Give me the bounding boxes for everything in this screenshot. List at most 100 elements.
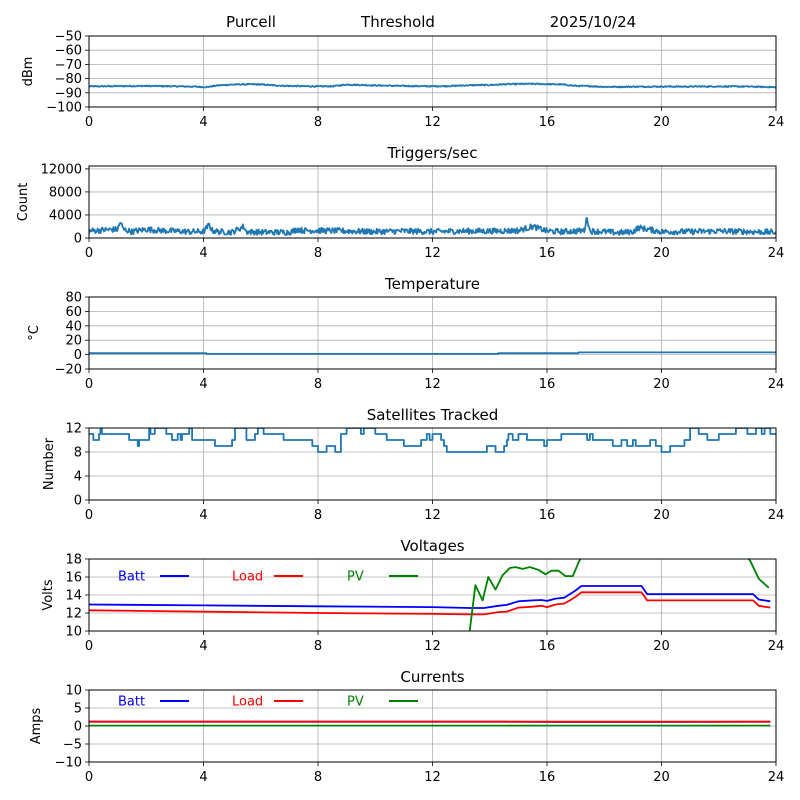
y-tick-label: 4 [74,470,82,485]
y-tick-label: 16 [65,571,82,586]
y-axis-label: Amps [29,707,44,744]
y-tick-label: 18 [65,553,82,568]
x-tick-label: 16 [539,508,556,523]
x-tick-label: 0 [85,639,93,654]
axes-frame [88,296,777,370]
series-line-triggers [89,217,776,236]
y-axis-label: Number [42,437,57,490]
series-line-signal [89,82,776,89]
chart-currents: Currents Amps 0 4 8 12 16 20 24 −10 −5 0 5 10 Batt Load… [29,668,784,785]
legend-label-load: Load [232,570,263,585]
y-axis-label: °C [27,325,42,341]
x-tick-label: 12 [424,508,441,523]
y-tick-label: −50 [55,30,82,45]
y-axis-label: Count [16,183,31,222]
x-tick-label: 12 [424,377,441,392]
y-axis-label: dBm [21,57,36,87]
x-tick-label: 20 [653,508,670,523]
x-tick-label: 12 [424,115,441,130]
x-tick-label: 8 [314,377,322,392]
y-tick-label: 8000 [49,185,82,200]
x-tick-label: 12 [424,639,441,654]
x-tick-label: 20 [653,377,670,392]
chart-title: Triggers/sec [387,144,478,162]
x-tick-label: 4 [199,770,207,785]
x-tick-label: 24 [768,639,785,654]
chart-title: Satellites Tracked [367,406,498,424]
y-tick-label: 60 [65,305,82,320]
x-tick-label: 0 [85,770,93,785]
chart-satellites: Satellites Tracked Number 0 4 8 12 16 20 24 0 4 8 12 [42,406,784,523]
chart-title: Temperature [384,275,480,293]
x-tick-label: 4 [199,115,207,130]
axes-frame [88,35,777,108]
y-tick-label: 10 [65,684,82,699]
x-tick-label: 0 [85,246,93,261]
y-tick-label: 0 [74,720,82,735]
axes-frame [88,689,777,763]
series-line-satellites [89,428,776,453]
axes-frame [88,427,777,501]
y-tick-label: 0 [74,494,82,509]
x-tick-label: 20 [653,246,670,261]
y-tick-label: 0 [74,232,82,247]
header-mode: Threshold [360,13,435,31]
x-tick-label: 4 [199,639,207,654]
y-tick-label: 0 [74,348,82,363]
y-tick-label: 5 [74,702,82,717]
x-tick-label: 12 [424,770,441,785]
x-tick-label: 4 [199,377,207,392]
x-tick-label: 16 [539,639,556,654]
y-tick-label: −60 [55,44,82,59]
y-tick-label: 10 [65,625,82,640]
x-tick-label: 8 [314,115,322,130]
chart-signal: dBm 0 4 8 12 16 20 24 −100−90−80−70−60−50 [21,30,784,131]
x-tick-label: 8 [314,246,322,261]
y-tick-label: −20 [55,363,82,378]
series-line-load [89,591,771,616]
y-tick-label: −100 [46,101,82,116]
y-tick-label: 14 [65,589,82,604]
x-tick-label: 8 [314,770,322,785]
x-tick-label: 24 [768,508,785,523]
x-tick-label: 0 [85,115,93,130]
legend-label-batt: Batt [118,695,145,710]
legend-label-load: Load [232,695,263,710]
series-line-batt [89,585,771,609]
y-tick-label: 80 [65,291,82,306]
x-tick-label: 0 [85,508,93,523]
x-tick-label: 0 [85,377,93,392]
series-line-temperature [89,351,776,355]
header-date: 2025/10/24 [550,13,636,31]
x-tick-label: 8 [314,508,322,523]
x-tick-label: 20 [653,639,670,654]
x-tick-label: 24 [768,377,785,392]
chart-title: Currents [400,668,464,686]
y-tick-label: 20 [65,334,82,349]
x-tick-label: 16 [539,115,556,130]
y-tick-label: 4000 [49,208,82,223]
x-tick-label: 16 [539,246,556,261]
legend-label-batt: Batt [118,570,145,585]
y-tick-label: 12 [65,607,82,622]
legend-label-pv: PV [347,570,364,585]
y-tick-label: −5 [63,738,82,753]
y-tick-label: 8 [74,446,82,461]
y-tick-label: −70 [55,58,82,73]
series-line-pv [468,559,770,631]
legend-label-pv: PV [347,695,364,710]
x-tick-label: 16 [539,770,556,785]
chart-title: Voltages [400,537,464,555]
y-tick-label: 40 [65,319,82,334]
y-tick-label: −80 [55,72,82,87]
axes-frame [88,558,777,632]
chart-voltages: Voltages Volts 0 4 8 12 16 20 24 10 12 14 16 18 Batt Lo… [41,537,784,654]
y-tick-label: −10 [55,756,82,771]
chart-triggers: Triggers/sec Count 0 4 8 12 16 20 24 0 4000 8000 120… [16,144,784,261]
x-tick-label: 20 [653,770,670,785]
axes-frame [88,165,777,239]
x-tick-label: 4 [199,508,207,523]
